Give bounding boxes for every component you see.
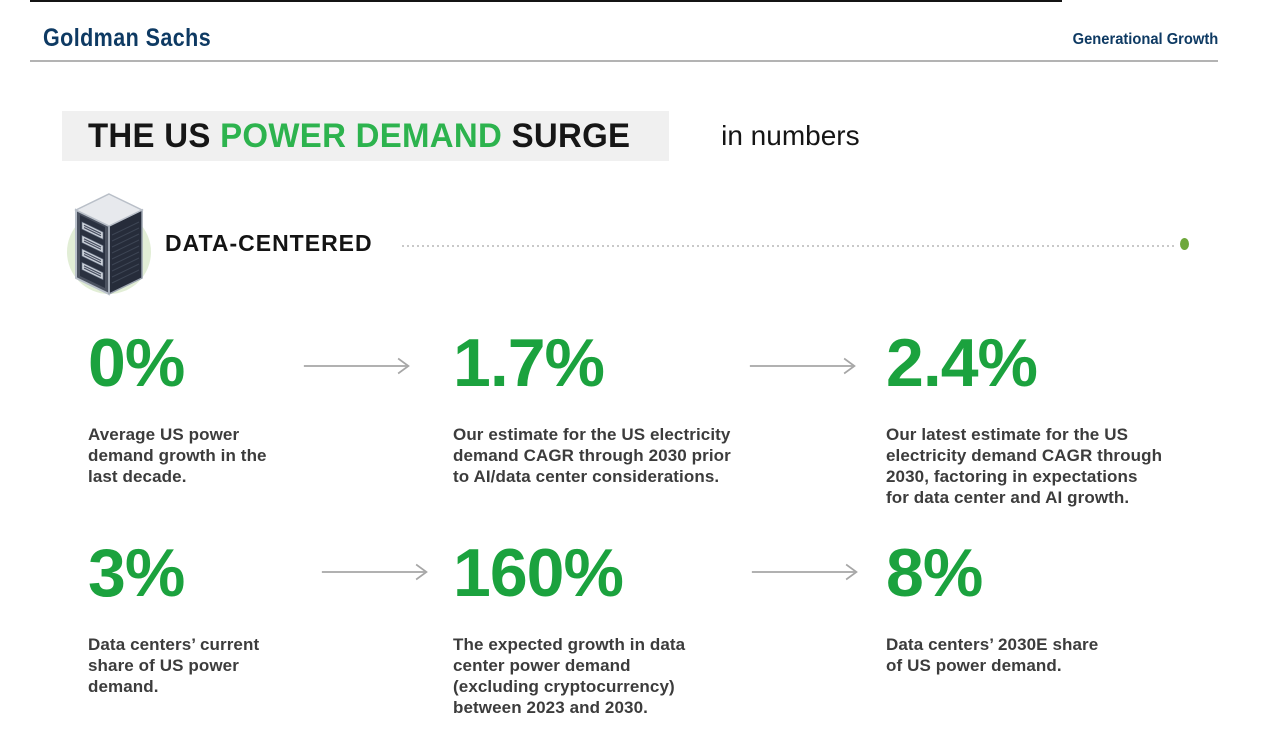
server-icon (67, 193, 151, 296)
stat-description: Average US power demand growth in the la… (88, 425, 267, 486)
title-box: THE US POWER DEMAND SURGE (62, 111, 670, 161)
top-rule (30, 0, 1062, 2)
header-divider (30, 60, 1218, 62)
stat-cell: 3% Data centers’ current share of US pow… (88, 535, 260, 697)
stat-value: 3% (88, 535, 185, 611)
stat-cell: 1.7% Our estimate for the US electricity… (453, 325, 731, 487)
arrow-right-icon (321, 563, 428, 581)
stat-description: Data centers’ 2030E share of US power de… (886, 635, 1099, 675)
stat-cell: 2.4% Our latest estimate for the US elec… (886, 325, 1163, 508)
brand-logo: Goldman Sachs (43, 24, 212, 52)
section-dotted-line (402, 245, 1176, 247)
stat-value: 2.4% (886, 325, 1038, 401)
stat-description: The expected growth in data center power… (453, 635, 686, 717)
title-row: THE US POWER DEMAND SURGE in numbers (62, 111, 860, 161)
stat-cell: 0% Average US power demand growth in the… (88, 325, 267, 487)
section-title: DATA-CENTERED (165, 230, 373, 256)
stat-value: 8% (886, 535, 983, 611)
stat-value: 0% (88, 325, 185, 401)
section-end-dot (1180, 238, 1189, 250)
stat-description: Our latest estimate for the US electrici… (886, 425, 1163, 507)
stat-value: 160% (453, 535, 624, 611)
stat-cell: 160% The expected growth in data center … (453, 535, 686, 718)
page-title: THE US POWER DEMAND SURGE (88, 117, 630, 156)
stat-cell: 8% Data centers’ 2030E share of US power… (886, 535, 1099, 676)
arrow-right-icon (749, 357, 856, 375)
title-suffix: in numbers (721, 120, 860, 151)
arrow-right-icon (751, 563, 858, 581)
title-highlight: POWER DEMAND (220, 116, 503, 155)
stat-description: Data centers’ current share of US power … (88, 635, 260, 696)
arrow-right-icon (303, 357, 410, 375)
stat-value: 1.7% (453, 325, 605, 401)
report-series-label: Generational Growth (1072, 31, 1218, 48)
title-part2: SURGE (502, 116, 631, 155)
stat-description: Our estimate for the US electricity dema… (453, 425, 731, 486)
title-part1: THE US (88, 116, 221, 155)
